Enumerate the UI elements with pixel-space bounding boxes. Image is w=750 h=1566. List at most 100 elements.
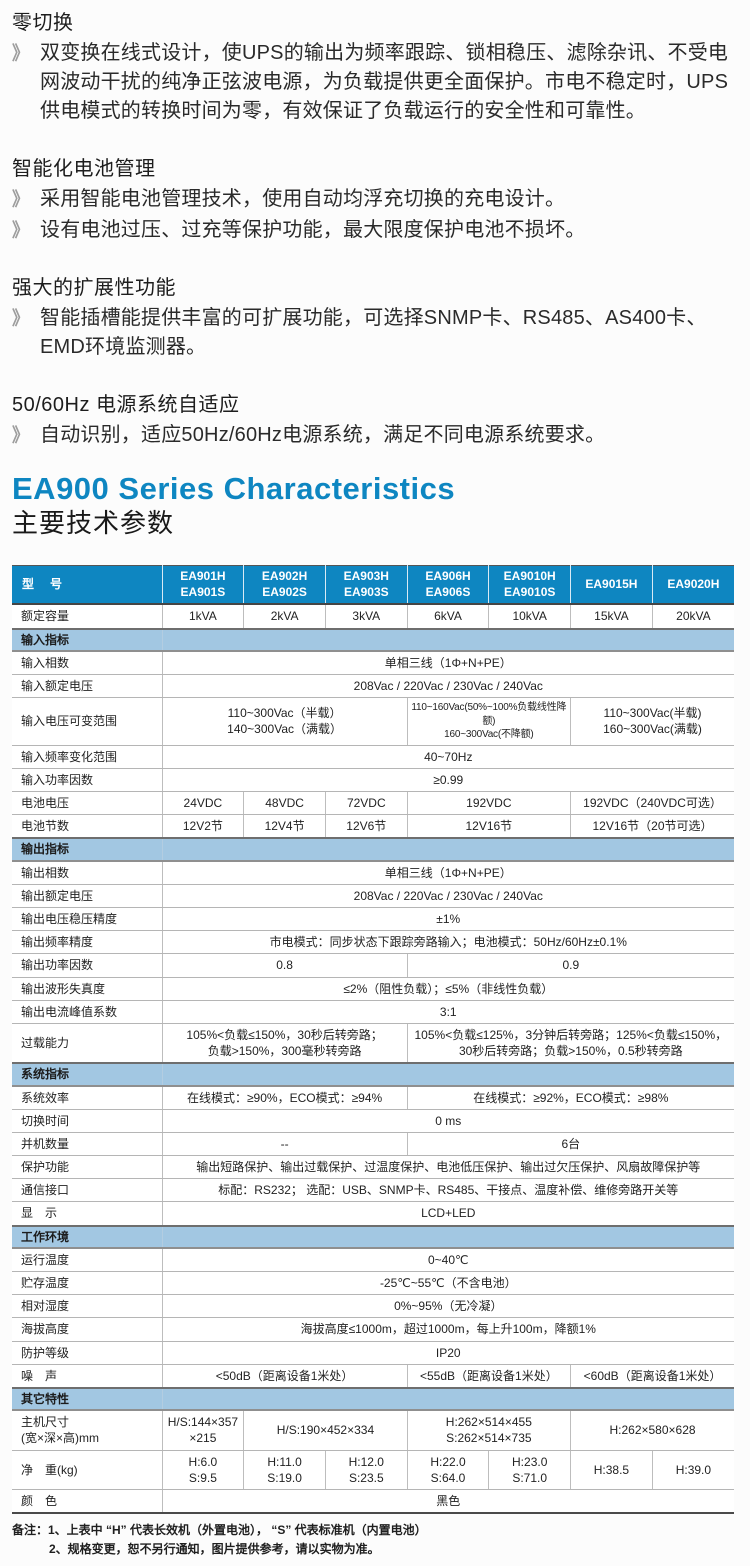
spec-value-cell: 0~40℃ <box>162 1247 734 1273</box>
spec-value-cell: 208Vac / 220Vac / 230Vac / 240Vac <box>162 674 734 699</box>
spec-row: 切换时间 0 ms <box>12 1109 734 1133</box>
spec-row: 防护等级 IP20 <box>12 1341 734 1365</box>
spec-row: 净 重(kg) H:6.0 S:9.5 H:11.0 S:19.0 H:12.0 S:… <box>12 1450 734 1490</box>
spec-value-cell: 15kVA <box>570 604 653 630</box>
feature-section-frequency-adaptive: 50/60Hz 电源系统自适应 》 自动识别，适应50Hz/60Hz电源系统，满… <box>12 388 736 450</box>
spec-row: 噪 声 <50dB（距离设备1米处） <55dB（距离设备1米处） <60dB（距离设… <box>12 1364 734 1389</box>
spec-row-label: 输出相数 <box>12 860 163 885</box>
spec-value-cell: 12V2节 <box>162 814 245 839</box>
spec-row: 颜 色黑色 <box>12 1489 734 1514</box>
spec-row-label: 系统效率 <box>12 1085 163 1110</box>
spec-value-cell: 单相三线（1Φ+N+PE） <box>162 860 734 885</box>
spec-row: 贮存温度 -25℃~55℃（不含电池） <box>12 1271 734 1296</box>
section-header-label: 输入指标 <box>12 627 163 652</box>
spec-value-cell: 110~160Vac(50%~100%负载线性降额) 160~300Vac(不降… <box>407 697 572 746</box>
feature-title: 50/60Hz 电源系统自适应 <box>12 394 240 416</box>
model-column-header: EA9015H <box>570 565 653 606</box>
spec-value-cell: <60dB（距离设备1米处） <box>570 1364 734 1389</box>
spec-row-label: 电池电压 <box>12 791 163 816</box>
section-header-row: 输出指标 <box>12 837 734 862</box>
bullet-arrow-icon: 》 <box>12 308 29 329</box>
footnotes: 备注：1、上表中 “H” 代表长效机（外置电池）， “S” 代表标准机（内置电池… <box>12 1521 736 1558</box>
spec-row-label: 颜 色 <box>12 1489 163 1514</box>
model-column-header: EA906H EA906S <box>407 565 490 606</box>
spec-value-cell: -25℃~55℃（不含电池） <box>162 1271 734 1296</box>
section-header-row: 其它特性 <box>12 1386 734 1412</box>
series-heading: EA900 Series Characteristics 主要技术参数 <box>12 471 736 539</box>
spec-value-cell: 6台 <box>407 1132 734 1157</box>
spec-value-cell: LCD+LED <box>162 1201 734 1227</box>
section-header-label: 输出指标 <box>12 837 163 862</box>
spec-value-cell: 2kVA <box>243 604 326 630</box>
footnote-line: 备注：1、上表中 “H” 代表长效机（外置电池）， “S” 代表标准机（内置电池… <box>12 1523 427 1538</box>
model-column-header: EA902H EA902S <box>243 565 326 606</box>
feature-bullet: 》 设有电池过压、过充等保护功能，最大限度保护电池不损坏。 <box>12 216 736 245</box>
spec-value-cell: 110~300Vac（半载） 140~300Vac（满载） <box>162 697 408 746</box>
spec-row: 输出相数 单相三线（1Φ+N+PE） <box>12 860 734 885</box>
spec-value-cell: H:12.0 S:23.5 <box>325 1450 408 1490</box>
section-header-filler <box>162 837 734 862</box>
spec-value-cell: 单相三线（1Φ+N+PE） <box>162 650 734 676</box>
section-header-filler <box>162 627 734 652</box>
spec-value-cell: ≥0.99 <box>162 768 734 793</box>
section-header-filler <box>162 1386 734 1412</box>
spec-value-cell: 40~70Hz <box>162 745 734 769</box>
spec-row: 运行温度 0~40℃ <box>12 1247 734 1273</box>
feature-section-expandability: 强大的扩展性功能 》 智能插槽能提供丰富的可扩展功能，可选择SNMP卡、RS48… <box>12 271 736 362</box>
feature-title: 零切换 <box>12 12 74 34</box>
spec-row: 输入频率变化范围 40~70Hz <box>12 745 734 769</box>
spec-row: 输出额定电压 208Vac / 220Vac / 230Vac / 240Vac <box>12 884 734 909</box>
spec-value-cell: 192VDC <box>407 791 572 816</box>
spec-row-label: 输出波形失真度 <box>12 977 163 1001</box>
spec-value-cell: 0.8 <box>162 953 408 978</box>
spec-row: 相对湿度 0%~95%（无冷凝） <box>12 1294 734 1319</box>
spec-value-cell: H:11.0 S:19.0 <box>243 1450 326 1490</box>
spec-value-cell: 0.9 <box>407 953 734 978</box>
feature-bullet: 》 智能插槽能提供丰富的可扩展功能，可选择SNMP卡、RS485、AS400卡、… <box>12 304 736 362</box>
model-column-header: EA901H EA901S <box>162 565 245 606</box>
spec-row: 并机数量 -- 6台 <box>12 1132 734 1157</box>
model-column-header: EA9020H <box>652 565 734 606</box>
spec-row-label: 输出电流峰值系数 <box>12 1000 163 1024</box>
spec-row-label: 电池节数 <box>12 814 163 839</box>
spec-row-label: 过载能力 <box>12 1023 163 1064</box>
spec-value-cell: 48VDC <box>243 791 326 816</box>
spec-value-cell: 输出短路保护、输出过载保护、过温度保护、电池低压保护、输出过欠压保护、风扇故障保… <box>162 1155 734 1180</box>
feature-title: 强大的扩展性功能 <box>12 277 176 299</box>
spec-value-cell: H:23.0 S:71.0 <box>488 1450 572 1490</box>
feature-title: 智能化电池管理 <box>12 158 156 180</box>
series-title-chinese: 主要技术参数 <box>12 508 175 539</box>
spec-row: 输出电流峰值系数 3:1 <box>12 1000 734 1024</box>
spec-value-cell: 0 ms <box>162 1109 734 1133</box>
spec-row-label: 输入相数 <box>12 650 163 676</box>
spec-row-label: 运行温度 <box>12 1247 163 1273</box>
spec-table: 型 号 EA901H EA901S EA902H EA902S EA903H EA90… <box>12 565 734 1515</box>
spec-value-cell: 20kVA <box>652 604 734 630</box>
spec-row: 输出波形失真度 ≤2%（阻性负载）；≤5%（非线性负载） <box>12 977 734 1001</box>
spec-row-label: 并机数量 <box>12 1132 163 1157</box>
spec-value-cell: 在线模式：≥92%，ECO模式：≥98% <box>407 1085 734 1110</box>
spec-value-cell: 12V16节 <box>407 814 572 839</box>
model-column-header: EA903H EA903S <box>325 565 408 606</box>
bullet-arrow-icon: 》 <box>12 425 29 446</box>
spec-row: 电池节数 12V2节 12V4节 12V6节 12V16节 12V16节（20节可选） <box>12 814 734 839</box>
spec-value-cell: H:262×580×628 <box>570 1410 734 1451</box>
spec-value-cell: 0%~95%（无冷凝） <box>162 1294 734 1319</box>
spec-row-label: 相对湿度 <box>12 1294 163 1319</box>
spec-row-label: 输入功率因数 <box>12 768 163 793</box>
spec-row: 保护功能 输出短路保护、输出过载保护、过温度保护、电池低压保护、输出过欠压保护、风… <box>12 1155 734 1180</box>
spec-row: 电池电压 24VDC 48VDC 72VDC 192VDC 192VDC（240VDC可选… <box>12 791 734 816</box>
spec-row: 系统效率 在线模式：≥90%，ECO模式：≥94% 在线模式：≥92%，ECO模式：… <box>12 1085 734 1110</box>
spec-row-label: 噪 声 <box>12 1364 163 1389</box>
spec-row-label: 输出额定电压 <box>12 884 163 909</box>
series-title-english: EA900 Series Characteristics <box>12 471 456 506</box>
section-header-label: 其它特性 <box>12 1386 163 1412</box>
spec-row: 额定容量 1kVA 2kVA 3kVA 6kVA 10kVA 15kVA 20kVA <box>12 604 734 630</box>
spec-value-cell: 208Vac / 220Vac / 230Vac / 240Vac <box>162 884 734 909</box>
feature-bullet: 》 自动识别，适应50Hz/60Hz电源系统，满足不同电源系统要求。 <box>12 421 736 450</box>
spec-row-label: 海拔高度 <box>12 1317 163 1342</box>
spec-value-cell: 3:1 <box>162 1000 734 1024</box>
spec-row: 主机尺寸 (宽×深×高)mm H/S:144×357 ×215 H/S:190×45… <box>12 1410 734 1451</box>
feature-bullet: 》 采用智能电池管理技术，使用自动均浮充切换的充电设计。 <box>12 185 736 214</box>
feature-text: 采用智能电池管理技术，使用自动均浮充切换的充电设计。 <box>40 188 566 210</box>
